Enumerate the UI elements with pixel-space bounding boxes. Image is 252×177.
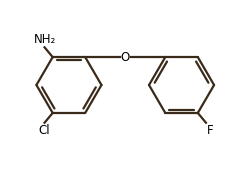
- Text: O: O: [120, 51, 129, 64]
- Text: F: F: [206, 124, 213, 137]
- Text: NH₂: NH₂: [33, 33, 55, 45]
- Text: Cl: Cl: [39, 124, 50, 137]
